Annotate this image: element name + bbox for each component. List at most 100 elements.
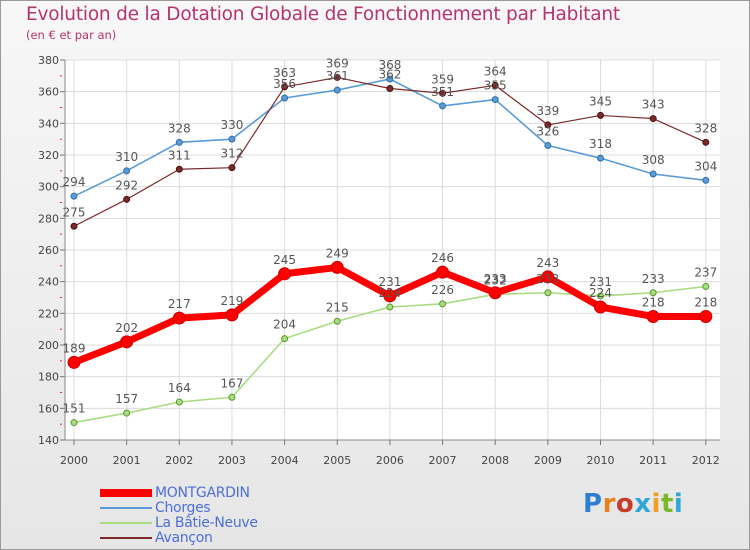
data-label: 237 xyxy=(694,265,717,279)
data-point xyxy=(333,86,341,94)
data-label: 164 xyxy=(168,381,191,395)
data-label: 204 xyxy=(273,318,296,332)
data-point xyxy=(649,115,657,123)
x-tick-label: 2012 xyxy=(692,454,720,467)
data-point xyxy=(436,265,450,279)
chart-legend: MONTGARDIN Chorges La Bâtie-Neuve Avanço… xyxy=(100,485,258,545)
data-point xyxy=(544,142,552,149)
data-label: 356 xyxy=(273,77,296,91)
data-label: 246 xyxy=(431,251,454,265)
data-point xyxy=(175,138,183,146)
data-point xyxy=(439,300,447,308)
data-point xyxy=(281,335,289,343)
data-label: 312 xyxy=(220,147,243,161)
data-label: 328 xyxy=(168,121,191,135)
data-point xyxy=(491,81,499,89)
legend-swatch xyxy=(100,506,152,509)
data-label: 224 xyxy=(589,286,612,300)
data-label: 364 xyxy=(484,64,507,78)
logo-letter: r xyxy=(602,489,616,519)
data-label: 362 xyxy=(378,68,401,82)
data-label: 363 xyxy=(273,66,296,80)
legend-swatch xyxy=(100,488,152,497)
y-tick-label: 320 xyxy=(38,149,59,162)
legend-label: Avançon xyxy=(155,529,213,546)
data-label: 318 xyxy=(589,137,612,151)
logo-letter: o xyxy=(615,489,635,519)
data-label: 233 xyxy=(642,272,665,286)
data-label: 355 xyxy=(484,79,507,93)
legend-swatch xyxy=(100,521,152,524)
logo-letter: x xyxy=(634,489,652,519)
data-point xyxy=(702,176,710,184)
data-point xyxy=(386,75,394,83)
y-tick-label: 200 xyxy=(38,339,59,352)
data-label: 330 xyxy=(220,118,243,132)
data-label: 311 xyxy=(168,148,191,162)
data-point xyxy=(541,270,555,284)
x-tick-label: 2004 xyxy=(271,454,299,467)
data-label: 167 xyxy=(220,376,243,390)
y-tick-label: 180 xyxy=(38,371,59,384)
data-label: 339 xyxy=(536,104,559,118)
data-label: 224 xyxy=(378,286,401,300)
proxiti-logo: Proxiti xyxy=(583,489,683,519)
data-label: 304 xyxy=(694,159,717,173)
data-label: 310 xyxy=(115,150,138,164)
data-point xyxy=(175,398,183,406)
chart-title: Evolution de la Dotation Globale de Fonc… xyxy=(26,4,620,25)
y-tick-label: 340 xyxy=(38,117,59,130)
data-point xyxy=(123,195,131,203)
y-tick-label: 360 xyxy=(38,86,59,99)
y-tick-label: 140 xyxy=(38,434,59,447)
data-point xyxy=(702,138,710,146)
data-point xyxy=(70,222,78,230)
data-point xyxy=(281,94,289,102)
legend-item-la-batie-neuve: La Bâtie-Neuve xyxy=(100,515,258,530)
data-label: 151 xyxy=(63,402,86,416)
data-label: 202 xyxy=(115,321,138,335)
data-point xyxy=(123,409,131,417)
data-label: 189 xyxy=(63,341,86,355)
x-tick-label: 2010 xyxy=(587,454,615,467)
x-tick-label: 2005 xyxy=(323,454,351,467)
legend-label: MONTGARDIN xyxy=(155,484,250,501)
data-label: 231 xyxy=(378,275,401,289)
data-point xyxy=(175,165,183,173)
legend-item-chorges: Chorges xyxy=(100,500,258,515)
data-point xyxy=(330,260,344,274)
data-point xyxy=(649,170,657,178)
x-tick-label: 2001 xyxy=(113,454,141,467)
data-label: 361 xyxy=(326,69,349,83)
data-point xyxy=(70,419,78,427)
x-tick-label: 2002 xyxy=(165,454,193,467)
y-tick-label: 280 xyxy=(38,212,59,225)
y-tick-label: 240 xyxy=(38,276,59,289)
data-point xyxy=(281,83,289,91)
data-point xyxy=(439,102,447,110)
x-tick-label: 2011 xyxy=(639,454,667,467)
data-point xyxy=(383,289,397,303)
x-tick-label: 2009 xyxy=(534,454,562,467)
data-point xyxy=(544,121,552,129)
data-label: 249 xyxy=(326,246,349,260)
data-label: 217 xyxy=(168,297,191,311)
legend-swatch xyxy=(100,536,152,539)
data-label: 231 xyxy=(589,275,612,289)
x-tick-label: 2000 xyxy=(60,454,88,467)
x-tick-label: 2008 xyxy=(481,454,509,467)
data-label: 215 xyxy=(326,300,349,314)
x-tick-label: 2003 xyxy=(218,454,246,467)
data-point xyxy=(172,311,186,325)
legend-item-avancon: Avançon xyxy=(100,530,258,545)
data-point xyxy=(386,85,394,92)
data-point xyxy=(597,154,604,162)
legend-label: La Bâtie-Neuve xyxy=(155,514,258,531)
data-label: 226 xyxy=(431,283,454,297)
data-label: 369 xyxy=(326,56,349,70)
data-point xyxy=(278,267,292,281)
data-point xyxy=(491,96,499,104)
legend-label: Chorges xyxy=(155,499,211,516)
logo-letter: i xyxy=(651,489,661,519)
